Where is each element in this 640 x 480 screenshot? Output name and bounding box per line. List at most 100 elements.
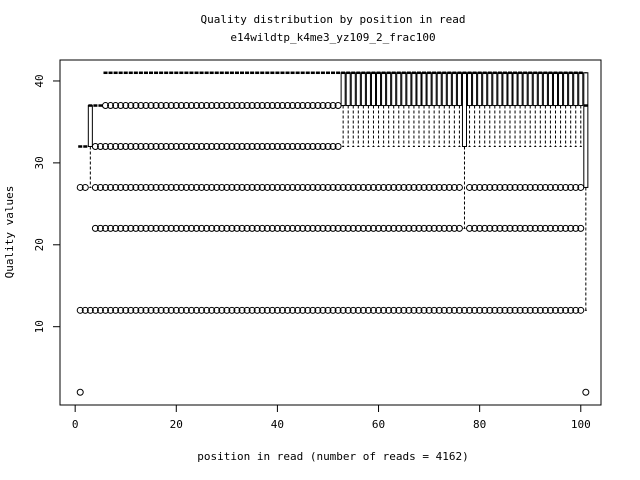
outlier bbox=[369, 306, 377, 314]
outlier bbox=[213, 142, 221, 150]
outlier bbox=[258, 142, 266, 150]
outlier bbox=[213, 306, 221, 314]
outlier bbox=[152, 102, 160, 110]
outlier bbox=[430, 306, 438, 314]
outlier bbox=[253, 306, 261, 314]
outlier bbox=[562, 306, 570, 314]
outlier bbox=[208, 183, 216, 191]
outlier bbox=[557, 306, 565, 314]
outlier bbox=[349, 183, 357, 191]
outlier bbox=[91, 183, 99, 191]
outlier bbox=[253, 102, 261, 110]
outlier bbox=[294, 102, 302, 110]
outlier bbox=[223, 306, 231, 314]
outlier bbox=[167, 224, 175, 232]
outlier bbox=[476, 183, 484, 191]
outlier bbox=[248, 102, 256, 110]
y-tick-label: 40 bbox=[33, 74, 46, 87]
outlier bbox=[516, 224, 524, 232]
outlier bbox=[233, 224, 241, 232]
outlier bbox=[127, 306, 135, 314]
outlier bbox=[132, 102, 140, 110]
outlier bbox=[233, 102, 241, 110]
outlier bbox=[91, 142, 99, 150]
outlier bbox=[91, 306, 99, 314]
outlier bbox=[198, 142, 206, 150]
outlier bbox=[486, 183, 494, 191]
outlier bbox=[445, 183, 453, 191]
outlier bbox=[167, 102, 175, 110]
outlier bbox=[425, 306, 433, 314]
outlier bbox=[319, 224, 327, 232]
outlier bbox=[324, 102, 332, 110]
outlier bbox=[334, 224, 342, 232]
outlier bbox=[147, 224, 155, 232]
outlier bbox=[521, 306, 529, 314]
outlier bbox=[344, 224, 352, 232]
outlier bbox=[127, 224, 135, 232]
outlier bbox=[172, 183, 180, 191]
outlier bbox=[319, 306, 327, 314]
outlier bbox=[395, 183, 403, 191]
x-tick-label: 20 bbox=[170, 418, 183, 431]
outlier bbox=[137, 102, 145, 110]
outlier bbox=[582, 388, 590, 396]
outlier bbox=[390, 306, 398, 314]
outlier bbox=[198, 224, 206, 232]
outlier bbox=[354, 224, 362, 232]
outlier bbox=[203, 183, 211, 191]
outlier bbox=[162, 102, 170, 110]
outlier bbox=[551, 183, 559, 191]
outlier bbox=[334, 183, 342, 191]
outlier bbox=[405, 306, 413, 314]
outlier bbox=[521, 183, 529, 191]
outlier bbox=[273, 142, 281, 150]
outlier bbox=[339, 306, 347, 314]
outlier bbox=[228, 183, 236, 191]
outlier bbox=[182, 142, 190, 150]
outlier bbox=[506, 306, 514, 314]
outlier bbox=[112, 306, 120, 314]
outlier bbox=[526, 306, 534, 314]
outlier bbox=[562, 224, 570, 232]
outlier bbox=[359, 306, 367, 314]
outlier bbox=[501, 224, 509, 232]
outlier bbox=[546, 306, 554, 314]
outlier bbox=[162, 224, 170, 232]
outlier bbox=[466, 183, 474, 191]
outlier bbox=[572, 306, 580, 314]
outlier bbox=[213, 224, 221, 232]
outlier bbox=[122, 306, 130, 314]
outlier bbox=[531, 306, 539, 314]
outlier bbox=[278, 306, 286, 314]
outlier bbox=[491, 224, 499, 232]
outlier bbox=[76, 183, 84, 191]
outlier bbox=[193, 306, 201, 314]
outlier bbox=[167, 306, 175, 314]
outlier bbox=[506, 183, 514, 191]
outlier bbox=[177, 183, 185, 191]
outlier bbox=[147, 183, 155, 191]
outlier bbox=[294, 224, 302, 232]
outlier bbox=[471, 306, 479, 314]
outlier bbox=[127, 102, 135, 110]
outlier bbox=[208, 102, 216, 110]
outlier bbox=[203, 142, 211, 150]
outlier bbox=[248, 306, 256, 314]
outlier bbox=[187, 183, 195, 191]
outlier bbox=[324, 183, 332, 191]
outlier bbox=[142, 224, 150, 232]
outlier bbox=[162, 142, 170, 150]
outlier bbox=[177, 142, 185, 150]
outlier bbox=[491, 183, 499, 191]
outlier bbox=[567, 224, 575, 232]
y-tick-label: 30 bbox=[33, 156, 46, 169]
outlier bbox=[147, 142, 155, 150]
outlier bbox=[354, 306, 362, 314]
outlier bbox=[208, 224, 216, 232]
outlier bbox=[531, 224, 539, 232]
outlier bbox=[324, 224, 332, 232]
outlier bbox=[198, 306, 206, 314]
outlier bbox=[263, 183, 271, 191]
x-tick-label: 80 bbox=[473, 418, 486, 431]
